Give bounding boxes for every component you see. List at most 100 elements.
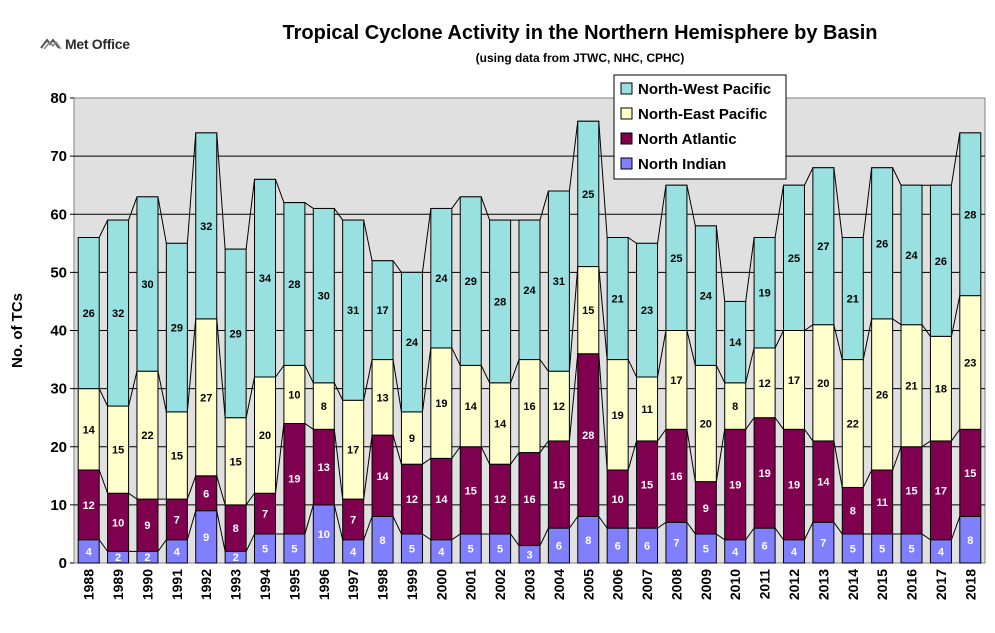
chart-title: Tropical Cyclone Activity in the Norther… [282,22,878,44]
data-label: 19 [788,480,800,492]
bar-segment-north-west-pacific [724,300,747,384]
x-tick-label: 1988 [81,569,97,600]
data-label: 18 [935,384,947,396]
data-label: 4 [174,546,181,558]
x-tick-label: 2012 [786,569,802,600]
data-label: 8 [380,535,386,547]
data-label: 2 [233,552,239,564]
bar-segment-north-west-pacific [577,120,600,268]
met-office-logo-icon [40,38,62,50]
data-label: 28 [288,279,300,291]
data-label: 5 [291,543,297,555]
x-tick-label: 2015 [874,569,890,600]
x-tick-label: 2018 [962,569,978,600]
x-tick-label: 2010 [727,569,743,600]
data-label: 4 [350,546,357,558]
data-label: 14 [729,337,742,349]
data-label: 2 [115,552,121,564]
x-tick-label: 1994 [257,569,273,600]
data-label: 5 [262,543,268,555]
met-office-logo: Met Office [40,36,130,52]
x-tick-label: 1999 [404,569,420,600]
data-label: 24 [523,285,536,297]
legend-label: North-East Pacific [638,106,767,123]
data-label: 14 [435,494,448,506]
data-label: 3 [526,549,532,561]
data-label: 5 [850,543,856,555]
data-label: 19 [288,474,300,486]
bar-segment-north-west-pacific [195,132,218,320]
bar-segment-north-west-pacific [430,207,453,349]
data-label: 20 [259,430,271,442]
x-tick-label: 1998 [375,569,391,600]
data-label: 4 [86,546,93,558]
data-label: 25 [670,253,682,265]
bar-segment-north-west-pacific [753,237,776,349]
y-tick-label: 70 [50,148,67,165]
data-label: 10 [288,389,300,401]
legend-label: North-West Pacific [638,81,771,98]
data-label: 15 [230,456,242,468]
data-label: 5 [879,543,885,555]
bar-segment-north-west-pacific [489,219,512,384]
y-tick-label: 20 [50,439,67,456]
data-label: 4 [938,546,945,558]
data-label: 15 [582,305,594,317]
data-label: 12 [406,494,418,506]
data-label: 15 [964,468,976,480]
bar-segment-north-west-pacific [136,196,159,372]
data-label: 24 [406,337,419,349]
data-label: 7 [673,538,679,550]
data-label: 6 [615,541,621,553]
bar-segment-north-west-pacific [400,271,423,413]
legend-swatch [620,157,633,170]
y-tick-label: 30 [50,381,67,398]
data-label: 19 [758,288,770,300]
data-label: 13 [376,392,388,404]
data-label: 8 [732,401,738,413]
bar-segment-north-west-pacific [165,242,188,413]
bar-segment-north-west-pacific [77,237,100,390]
data-label: 22 [141,430,153,442]
data-label: 16 [670,471,682,483]
bar-segment-north-west-pacific [342,219,365,401]
bar-segment-north-west-pacific [636,242,659,378]
data-label: 15 [553,480,565,492]
data-label: 11 [641,404,653,416]
data-label: 14 [376,471,389,483]
chart-subtitle: (using data from JTWC, NHC, CPHC) [475,51,685,65]
data-label: 24 [700,291,713,303]
data-label: 21 [612,294,624,306]
data-label: 20 [817,378,829,390]
data-label: 25 [788,253,800,265]
bar-segment-north-west-pacific [841,237,864,361]
x-tick-label: 2007 [639,569,655,600]
data-label: 23 [964,357,976,369]
x-tick-label: 2016 [904,569,920,600]
data-label: 6 [556,541,562,553]
bar-segment-north-west-pacific [254,178,277,378]
data-label: 17 [670,375,682,387]
data-label: 4 [791,546,798,558]
data-label: 5 [703,543,709,555]
data-label: 24 [435,273,448,285]
data-label: 17 [935,485,947,497]
legend-box [613,74,787,180]
bar-segment-north-west-pacific [224,248,247,419]
data-label: 32 [112,308,124,320]
x-tick-label: 2013 [815,569,831,600]
bar-segment-north-west-pacific [371,260,394,361]
data-label: 17 [788,375,800,387]
data-label: 32 [200,221,212,233]
data-label: 14 [465,401,478,413]
data-label: 20 [700,419,712,431]
data-label: 19 [612,410,624,422]
data-label: 14 [817,477,830,489]
data-label: 15 [905,485,917,497]
x-tick-label: 1993 [228,569,244,600]
bar-segment-north-west-pacific [871,167,894,320]
x-tick-label: 1997 [345,569,361,600]
bar-segment-north-west-pacific [929,184,952,337]
data-label: 30 [141,279,153,291]
